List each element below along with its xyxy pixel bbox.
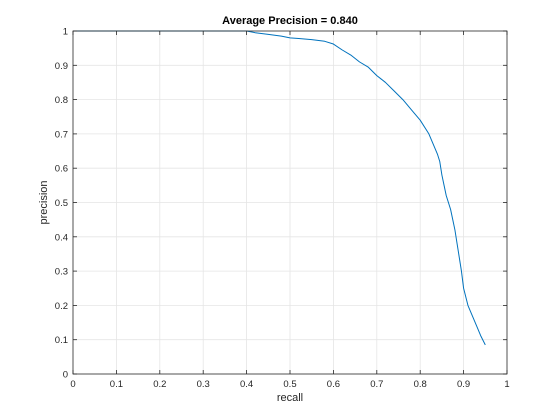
x-tick-label: 0.3 bbox=[197, 379, 210, 390]
y-tick-label: 0 bbox=[63, 370, 68, 381]
x-axis-label: recall bbox=[277, 392, 303, 404]
chart-title: Average Precision = 0.840 bbox=[222, 15, 358, 27]
x-tick-label: 0.2 bbox=[153, 379, 166, 390]
x-tick-label: 0.5 bbox=[283, 379, 296, 390]
x-tick-label: 1 bbox=[504, 379, 509, 390]
y-tick-label: 0.4 bbox=[55, 232, 68, 243]
y-tick-label: 0.5 bbox=[55, 198, 68, 209]
x-tick-label: 0.8 bbox=[414, 379, 427, 390]
grid bbox=[73, 31, 507, 374]
y-tick-label: 0.2 bbox=[55, 301, 68, 312]
y-tick-label: 0.8 bbox=[55, 95, 68, 106]
y-tick-label: 0.1 bbox=[55, 335, 68, 346]
x-tick-label: 0.1 bbox=[110, 379, 123, 390]
y-tick-label: 1 bbox=[63, 27, 68, 38]
x-tick-label: 0.4 bbox=[240, 379, 253, 390]
y-axis-label: precision bbox=[38, 180, 50, 224]
ticks: 0 0.1 0.2 0.3 0.4 0.5 0.6 0.7 0.8 0.9 1 0 0.1 0.2 0.3 0… bbox=[55, 27, 510, 391]
y-tick-label: 0.9 bbox=[55, 61, 68, 72]
x-tick-label: 0.9 bbox=[457, 379, 470, 390]
x-tick-label: 0 bbox=[70, 379, 75, 390]
y-tick-label: 0.3 bbox=[55, 267, 68, 278]
x-tick-label: 0.6 bbox=[327, 379, 340, 390]
x-tick-label: 0.7 bbox=[370, 379, 383, 390]
y-tick-label: 0.7 bbox=[55, 129, 68, 140]
y-tick-label: 0.6 bbox=[55, 164, 68, 175]
